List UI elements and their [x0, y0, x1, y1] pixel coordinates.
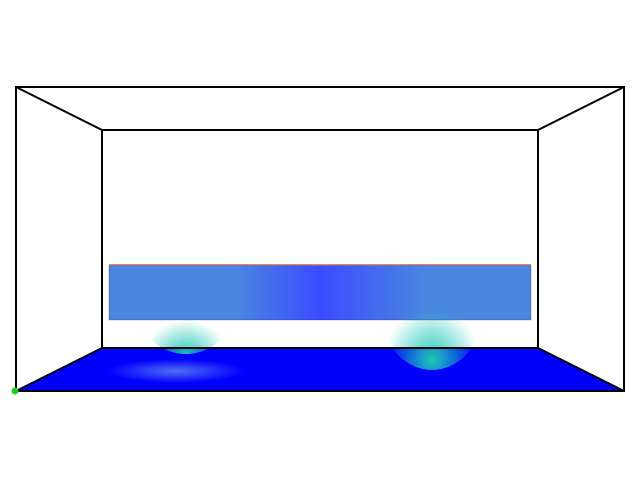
edge-top-right	[537, 86, 625, 131]
outer-frame	[15, 86, 625, 392]
edge-bottom-left	[15, 347, 103, 392]
edge-top-left	[15, 86, 103, 131]
suspended-object[interactable]	[108, 264, 532, 370]
inner-frame	[101, 129, 539, 349]
floor-plane	[17, 348, 624, 391]
room-wireframe	[15, 86, 625, 392]
origin-marker[interactable]	[11, 387, 19, 395]
edge-bottom-right	[537, 347, 625, 392]
object-outline	[108, 264, 532, 321]
floor-highlight	[108, 359, 244, 383]
object-hotspot-left	[144, 286, 228, 354]
object-hotspot-right	[384, 266, 480, 370]
